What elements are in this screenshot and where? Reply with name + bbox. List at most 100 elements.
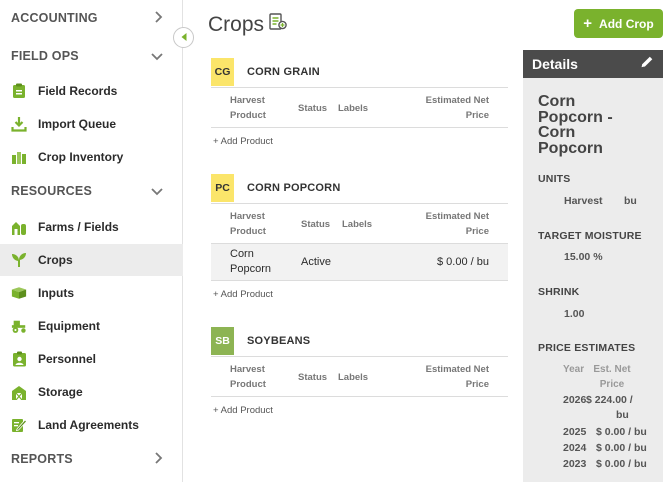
plus-icon: + — [583, 15, 593, 32]
col-product: Product — [230, 226, 266, 237]
units-label: UNITS — [538, 173, 571, 185]
details-title: Details — [532, 56, 578, 72]
sidebar-item-storage[interactable]: Storage — [0, 376, 183, 408]
col-est-net: Est. Net — [593, 364, 631, 375]
estimate-year: 2023 — [563, 458, 587, 470]
add-product-link[interactable]: + Add Product — [213, 288, 273, 300]
col-status: Status — [301, 219, 331, 230]
crop-name: CORN GRAIN — [247, 65, 320, 78]
pencil-icon[interactable] — [640, 55, 654, 74]
section-reports[interactable]: REPORTS — [0, 444, 183, 474]
page-header: Crops — [208, 12, 288, 37]
crop-name: SOYBEANS — [247, 334, 311, 347]
page-title: Crops — [208, 12, 265, 36]
product-name: Corn — [230, 248, 254, 260]
crop-header[interactable]: SB SOYBEANS — [211, 325, 508, 357]
sidebar-item-farms-fields[interactable]: Farms / Fields — [0, 211, 183, 243]
section-resources[interactable]: RESOURCES — [0, 176, 183, 206]
sidebar-item-import-queue[interactable]: Import Queue — [0, 108, 183, 140]
col-labels: Labels — [338, 103, 369, 114]
col-price: Price — [465, 226, 489, 237]
chevron-right-icon — [154, 451, 163, 467]
col-estimated-net: Estimated Net — [425, 364, 489, 375]
section-label: RESOURCES — [11, 184, 92, 198]
crop-section-soybeans: SB SOYBEANS Harvest Product Status Label… — [211, 325, 508, 423]
col-price: Price — [465, 110, 489, 121]
crop-header[interactable]: CG CORN GRAIN — [211, 56, 508, 88]
estimate-price: $ 0.00 / bu — [596, 426, 647, 438]
units-harvest-label: Harvest — [564, 195, 603, 207]
chevron-right-icon — [154, 10, 163, 26]
details-header: Details — [523, 50, 663, 78]
crop-section-corn-popcorn: PC CORN POPCORN Harvest Product Status L… — [211, 172, 508, 307]
clipboard-icon — [11, 83, 27, 99]
crop-section-corn-grain: CG CORN GRAIN Harvest Product Status Lab… — [211, 56, 508, 154]
col-product: Product — [230, 110, 266, 121]
silo-icon — [11, 149, 27, 165]
table-header: Harvest Product Status Labels Estimated … — [211, 357, 508, 397]
id-badge-icon — [11, 351, 27, 367]
product-status: Active — [301, 256, 331, 268]
col-status: Status — [298, 372, 328, 383]
col-labels: Labels — [338, 372, 369, 383]
estimate-price: bu — [616, 409, 629, 421]
section-label: FIELD OPS — [11, 49, 79, 63]
sidebar-item-land-agreements[interactable]: Land Agreements — [0, 409, 183, 441]
sidebar-item-personnel[interactable]: Personnel — [0, 343, 183, 375]
sidebar-item-label: Inputs — [38, 286, 74, 300]
section-field-ops[interactable]: FIELD OPS — [0, 41, 183, 71]
col-harvest: Harvest — [230, 211, 265, 222]
product-title-line: Corn — [538, 124, 576, 141]
section-accounting[interactable]: ACCOUNTING — [0, 3, 183, 33]
crop-badge: PC — [211, 173, 234, 202]
shrink-value: 1.00 — [564, 308, 585, 320]
sidebar-item-equipment[interactable]: Equipment — [0, 310, 183, 342]
product-title-line: Corn — [538, 93, 576, 110]
sidebar-item-label: Equipment — [38, 319, 100, 333]
add-product-link[interactable]: + Add Product — [213, 404, 273, 416]
table-row[interactable]: Corn Popcorn Active $ 0.00 / bu — [211, 244, 508, 281]
sidebar-item-label: Crop Inventory — [38, 150, 124, 164]
estimate-price: $ 0.00 / bu — [596, 442, 647, 454]
sidebar-item-label: Storage — [38, 385, 83, 399]
sidebar-item-label: Personnel — [38, 352, 97, 366]
sprout-icon — [11, 252, 27, 268]
shrink-label: SHRINK — [538, 286, 580, 298]
table-header: Harvest Product Status Labels Estimated … — [211, 88, 508, 128]
tractor-icon — [11, 318, 27, 334]
price-estimates-label: PRICE ESTIMATES — [538, 342, 636, 354]
estimate-year: 2025 — [563, 426, 587, 438]
estimate-price: $ 224.00 / — [586, 394, 633, 406]
section-label: REPORTS — [11, 452, 73, 466]
target-moisture-label: TARGET MOISTURE — [538, 230, 642, 242]
product-title-line: Popcorn — [538, 139, 603, 157]
crop-header[interactable]: PC CORN POPCORN — [211, 172, 508, 204]
sidebar-item-field-records[interactable]: Field Records — [0, 75, 183, 107]
sidebar-item-crops[interactable]: Crops — [0, 244, 183, 276]
add-product-link[interactable]: + Add Product — [213, 135, 273, 147]
product-price: $ 0.00 / bu — [437, 256, 489, 268]
col-labels: Labels — [342, 219, 373, 230]
table-header: Harvest Product Status Labels Estimated … — [211, 204, 508, 244]
add-crop-button[interactable]: + Add Crop — [574, 9, 663, 38]
units-value: bu — [624, 195, 637, 207]
sidebar-item-inputs[interactable]: Inputs — [0, 277, 183, 309]
col-harvest: Harvest — [230, 95, 265, 106]
crop-badge: CG — [211, 57, 234, 86]
sidebar-item-label: Crops — [38, 253, 73, 267]
sidebar-item-crop-inventory[interactable]: Crop Inventory — [0, 141, 183, 173]
col-price: Price — [465, 379, 489, 390]
estimate-year: 2026 — [563, 394, 587, 406]
collapse-sidebar-button[interactable] — [173, 27, 194, 48]
barn-icon — [11, 384, 27, 400]
col-estimated-net: Estimated Net — [425, 95, 489, 106]
chevron-down-icon — [151, 48, 163, 64]
sidebar-item-label: Land Agreements — [38, 418, 139, 432]
section-label: ACCOUNTING — [11, 11, 98, 25]
sidebar-item-label: Import Queue — [38, 117, 117, 131]
col-harvest: Harvest — [230, 364, 265, 375]
col-estimated-net: Estimated Net — [425, 211, 489, 222]
estimate-price: $ 0.00 / bu — [596, 458, 647, 470]
estimate-year: 2024 — [563, 442, 587, 454]
col-product: Product — [230, 379, 266, 390]
